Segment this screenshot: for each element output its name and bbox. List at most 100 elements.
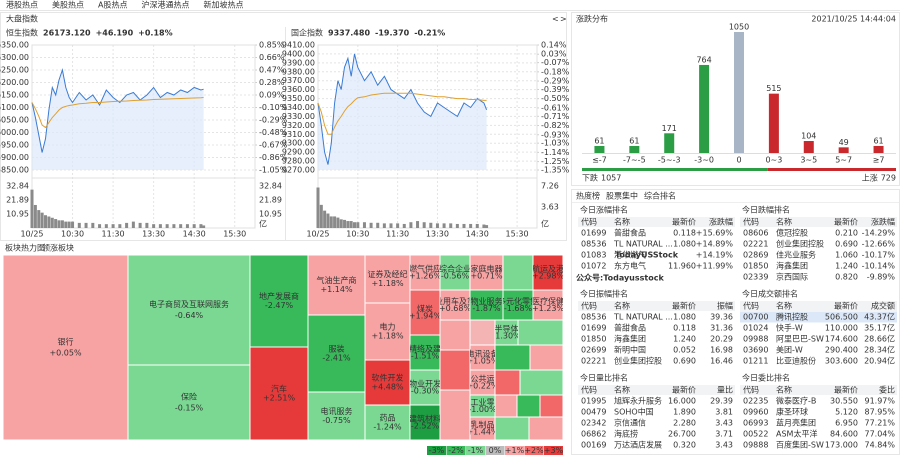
table-cell[interactable]: TL NATURAL ...	[613, 313, 673, 322]
volume-unit: 亿	[541, 219, 549, 229]
next-button[interactable]: >	[560, 15, 567, 24]
table-cell[interactable]: 海鑫集团	[614, 334, 646, 344]
table-header	[740, 301, 897, 311]
table-cell[interactable]: 快手-W	[776, 323, 803, 333]
table-cell[interactable]: 海鑫集团	[776, 261, 808, 271]
table-cell[interactable]: 万达酒店发展	[614, 440, 662, 450]
ranking-tab[interactable]: 热度榜	[576, 191, 600, 201]
index-name: 国企指数	[291, 28, 323, 38]
top-tab[interactable]: A股热点	[98, 0, 127, 10]
table-cell[interactable]: 旭辉永升服务	[614, 396, 662, 406]
table-cell[interactable]: 百度集团-SW	[776, 440, 824, 450]
table-cell[interactable]: 蓝月亮集团	[776, 418, 816, 428]
ranking-tab[interactable]: 股票集中	[606, 191, 638, 201]
table-cell[interactable]: 美团-W	[776, 345, 803, 355]
table-cell[interactable]: ASM太平洋	[776, 429, 817, 439]
quote-value: 9337.480	[328, 29, 370, 38]
table-cell: 16.000	[668, 397, 696, 406]
y2-tick-label: -0.39%	[541, 85, 570, 94]
y-tick-label: 9360.00	[282, 85, 315, 94]
table-cell[interactable]: 东方电气	[614, 261, 646, 271]
volume-bar	[346, 221, 350, 228]
table-cell: 77.21%	[864, 419, 895, 428]
table-cell[interactable]: 普甜食品	[614, 228, 646, 238]
table-cell: 02699	[581, 346, 606, 355]
table-cell[interactable]: 佳兆业服务	[776, 250, 816, 260]
top-tab[interactable]: 港股热点	[6, 0, 38, 10]
tile-name: 医疗保健	[532, 296, 564, 306]
y2-tick-label: -0.71%	[541, 112, 570, 121]
table-cell: 20.94亿	[864, 356, 895, 366]
top-tab[interactable]: 新加坡热点	[203, 0, 243, 10]
table-cell[interactable]: 创业集团控股	[614, 356, 662, 366]
y-tick-label: 9390.00	[282, 58, 315, 67]
table-cell: 0.118	[673, 324, 696, 333]
table-cell[interactable]: 创业集团控股	[776, 239, 824, 249]
legend-swatch	[427, 446, 446, 455]
table-cell: 01072	[581, 262, 606, 271]
volume-bar	[356, 222, 360, 228]
table-cell[interactable]: 比亚迪股份	[776, 356, 816, 366]
tile-value: -1.00%	[468, 405, 497, 414]
volume-bar	[319, 204, 323, 228]
table-cell: 506.500	[825, 313, 858, 322]
tile	[494, 319, 519, 346]
y2-tick-label: -0.82%	[541, 121, 570, 130]
table-cell[interactable]: 微泰医疗-B	[776, 396, 816, 406]
quote-value: +0.18%	[138, 29, 172, 38]
volume-bar	[429, 222, 433, 228]
table-cell[interactable]: 京信通信	[614, 418, 646, 428]
ranking-tab[interactable]: 综合排名	[644, 191, 676, 201]
volume-bar	[353, 222, 356, 228]
table-cell[interactable]: 普甜食品	[614, 323, 646, 333]
tile-value: +0.05%	[49, 348, 82, 357]
table-header	[578, 217, 735, 227]
x-tick-label: -5~-3	[658, 156, 681, 165]
bar-value-label: 515	[766, 84, 781, 93]
table-cell: 1.240	[835, 262, 858, 271]
table-cell[interactable]: 康圣环球	[776, 407, 808, 417]
heatmap-tab[interactable]: 板块热力图	[5, 243, 45, 253]
table-cell[interactable]: 阿里巴巴-SW	[776, 335, 824, 344]
down-bar	[582, 168, 768, 171]
tile-value: -1.24%	[373, 423, 402, 432]
prev-button[interactable]: <	[552, 15, 559, 24]
y-tick-label: 25850.00	[0, 166, 29, 175]
table-cell[interactable]: 腾讯控股	[776, 312, 808, 322]
top-tab[interactable]: 美股热点	[52, 0, 84, 10]
volume-bar	[111, 224, 115, 228]
y-tick-label: 26200.00	[0, 78, 29, 87]
volume-bar	[402, 223, 406, 228]
volume-bar	[339, 219, 343, 228]
heatmap-tab[interactable]: 领涨板块	[42, 243, 74, 253]
table-cell[interactable]: 京西国际	[776, 272, 808, 282]
tile-name: 燃气供应	[409, 263, 441, 273]
tile-label-box: 电子商贸及互联网服务 -0.64%	[149, 299, 229, 320]
table-cell[interactable]: 億冠控股	[776, 228, 808, 238]
top-tab[interactable]: 沪深港通热点	[141, 0, 189, 10]
table-cell: 02221	[581, 357, 606, 366]
tile-value: +2.51%	[263, 394, 296, 403]
y-tick-label: 9380.00	[282, 67, 315, 76]
table-cell: -10.14%	[862, 262, 896, 271]
tile-name: 药品	[380, 413, 396, 423]
table-cell[interactable]: 海底捞	[614, 429, 638, 439]
column-header: 委比	[879, 385, 895, 395]
tile	[529, 344, 564, 371]
table-cell[interactable]: SOHO中国	[614, 407, 654, 417]
tile	[469, 344, 496, 371]
volume-bar	[482, 224, 486, 228]
tile-label-box: 乳制品+1.44%	[470, 419, 495, 436]
tile	[127, 254, 251, 366]
legend-label: 0%	[489, 446, 502, 455]
column-header: 最新价	[834, 217, 858, 227]
table-cell[interactable]: 新明中国	[614, 345, 646, 355]
table-cell[interactable]: 港华燃气	[614, 250, 646, 260]
tile-label-box: 建筑材料-2.52%	[410, 413, 440, 430]
x-tick-label: 15:30	[506, 230, 529, 239]
y-tick-label: 9310.00	[282, 130, 315, 139]
y2-tick-label: -0.29%	[259, 116, 288, 125]
table-cell[interactable]: TL NATURAL ...	[613, 240, 673, 249]
index-panel	[0, 12, 567, 241]
x-tick-label: ≤-7	[592, 156, 607, 165]
